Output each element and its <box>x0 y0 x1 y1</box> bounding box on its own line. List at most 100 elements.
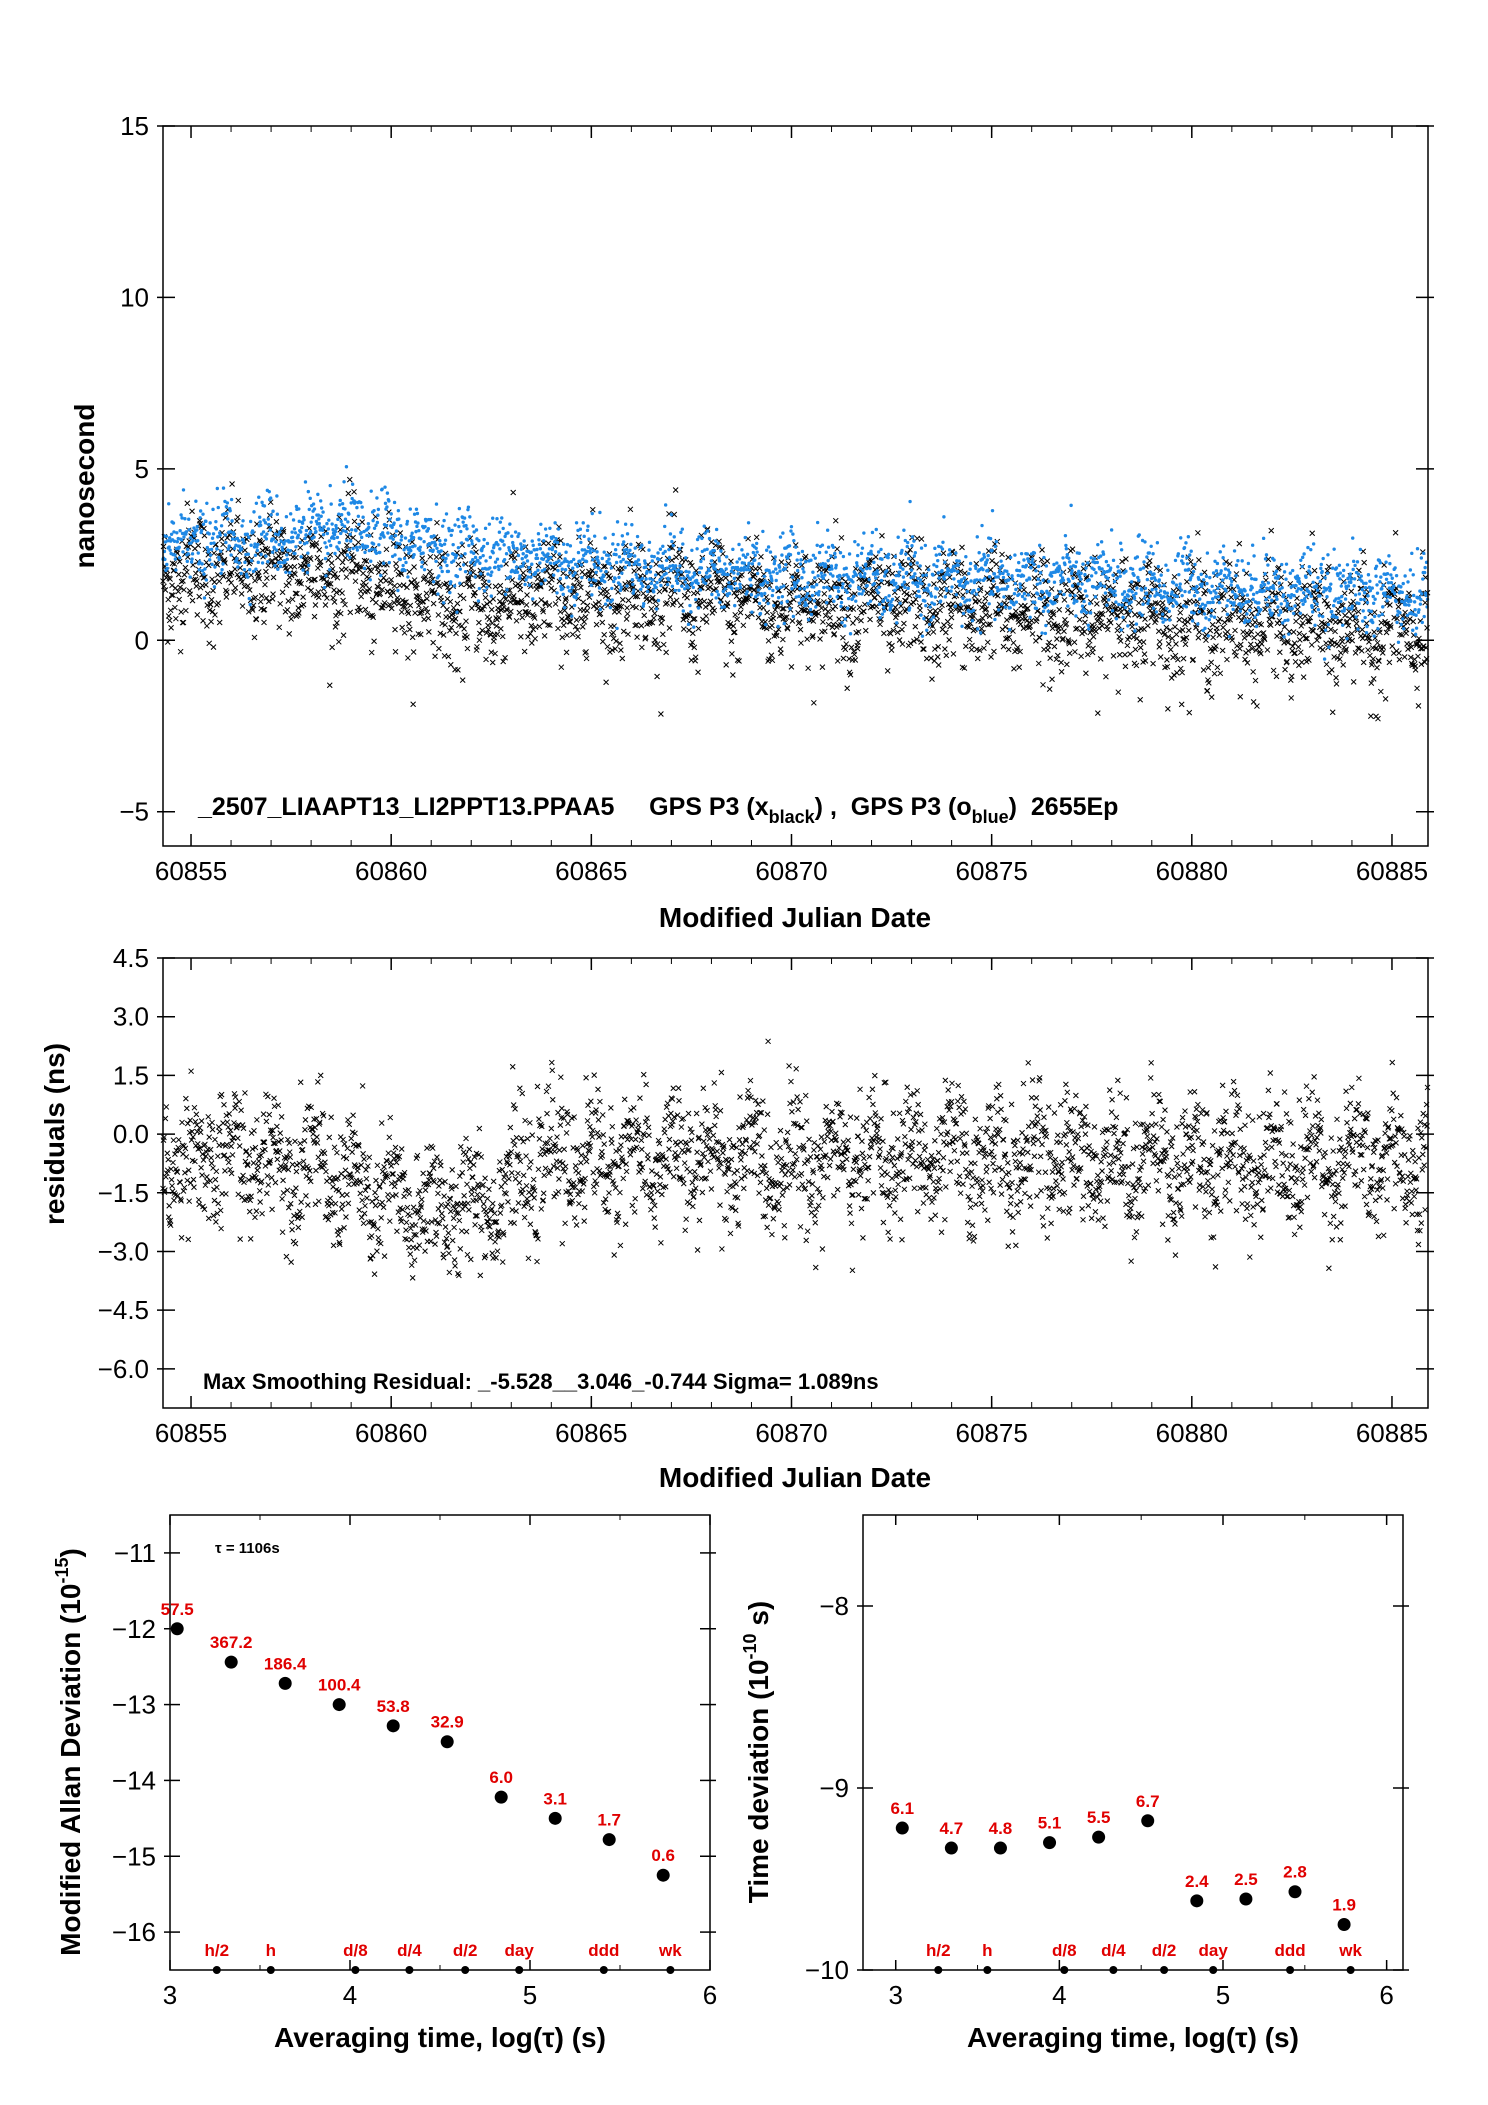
time-series-point-black <box>753 534 760 541</box>
time-series-point-black <box>613 638 619 645</box>
time-series-point-blue <box>1159 589 1163 593</box>
time-series-point-blue <box>350 482 355 486</box>
time-series-point-black <box>1047 655 1054 661</box>
time-series-point-blue <box>593 565 597 569</box>
time-series-point-black <box>1117 638 1124 644</box>
time-series-point-black <box>1374 664 1380 671</box>
time-series-point-blue <box>1185 555 1189 560</box>
time-series-point-black <box>1233 653 1239 659</box>
time-series-point-blue <box>657 557 661 562</box>
time-series-point-black <box>362 606 369 613</box>
time-series-point-blue <box>1132 596 1137 601</box>
time-series-point-blue <box>1193 562 1197 567</box>
time-series-point-blue <box>1161 595 1166 599</box>
time-series-point-black <box>355 539 362 546</box>
time-series-point-black <box>193 578 200 584</box>
time-series-point-blue <box>258 523 263 527</box>
time-series-point-black <box>625 631 631 638</box>
time-series-point-blue <box>1043 631 1048 636</box>
time-series-point-blue <box>943 595 948 599</box>
time-series-point-blue <box>812 585 816 589</box>
time-series-point-black <box>211 579 218 586</box>
time-series-point-black <box>264 575 270 582</box>
time-series-point-blue <box>1170 590 1174 594</box>
time-series-point-black <box>373 599 379 606</box>
time-series-point-blue <box>961 611 966 616</box>
time-series-point-blue <box>224 505 229 509</box>
time-series-point-blue <box>1250 543 1255 547</box>
time-series-point-black <box>680 616 687 623</box>
time-series-point-black <box>165 613 172 619</box>
time-series-point-black <box>832 517 839 524</box>
time-series-point-blue <box>502 543 506 547</box>
time-series-point-black <box>223 587 229 594</box>
time-series-point-blue <box>1164 606 1169 611</box>
time-series-point-blue <box>199 528 204 533</box>
time-series-point-black <box>583 655 590 662</box>
time-series-point-blue <box>738 585 743 590</box>
time-series-point-black <box>296 580 303 586</box>
time-series-point-blue <box>1152 572 1156 576</box>
time-series-point-black <box>723 662 730 668</box>
time-series-point-blue <box>699 559 703 564</box>
time-series-point-blue <box>910 535 915 539</box>
time-series-point-blue <box>622 551 627 556</box>
time-series-point-blue <box>468 571 473 575</box>
time-series-point-blue <box>990 508 995 513</box>
time-series-point-blue <box>836 589 841 594</box>
time-series-point-black <box>582 614 589 620</box>
time-series-point-blue <box>560 567 564 571</box>
time-series-point-blue <box>642 602 646 606</box>
time-series-point-black <box>676 551 682 558</box>
time-series-point-blue <box>549 555 553 560</box>
time-series-point-black <box>821 590 828 597</box>
time-series-point-blue <box>173 557 178 561</box>
time-series-point-blue <box>1122 590 1127 594</box>
time-series-point-blue <box>957 583 962 588</box>
time-series-point-blue <box>185 559 189 564</box>
time-series-point-blue <box>727 591 732 596</box>
time-series-point-black <box>402 603 408 610</box>
time-series-point-blue <box>482 537 486 542</box>
time-series-point-blue <box>519 542 523 546</box>
time-series-point-blue <box>1126 624 1130 628</box>
time-series-point-blue <box>574 521 579 525</box>
time-series-point-blue <box>489 594 493 598</box>
time-series-point-blue <box>1262 589 1266 593</box>
time-series-point-black <box>1129 623 1135 630</box>
time-series-point-blue <box>1130 590 1134 594</box>
time-series-point-blue <box>957 559 961 563</box>
time-series-point-black <box>258 593 265 599</box>
time-series-point-black <box>793 562 800 569</box>
time-series-point-black <box>624 610 631 617</box>
time-series-point-black <box>474 643 480 650</box>
time-series-point-blue <box>677 588 681 593</box>
time-series-point-black <box>976 598 983 604</box>
time-series-point-blue <box>1086 623 1090 627</box>
time-series-point-black <box>986 613 993 619</box>
time-series-point-black <box>763 625 770 632</box>
time-series-point-blue <box>806 618 811 622</box>
time-series-point-black <box>1013 608 1019 615</box>
time-series-point-black <box>371 638 377 645</box>
time-series-point-black <box>493 623 500 629</box>
time-series-point-black <box>364 611 371 617</box>
time-series-point-blue <box>649 581 654 586</box>
time-series-point-blue <box>1084 566 1088 570</box>
time-series-point-blue <box>826 558 830 563</box>
time-series-point-blue <box>291 518 296 522</box>
time-series-point-blue <box>337 512 341 516</box>
time-series-point-blue <box>1238 601 1242 606</box>
time-series-point-black <box>1415 703 1422 709</box>
time-series-point-black <box>472 600 479 607</box>
time-series-point-black <box>419 555 426 562</box>
time-series-point-black <box>1415 653 1421 660</box>
time-series-point-black <box>410 701 416 708</box>
time-series-point-blue <box>569 589 573 593</box>
time-series-point-black <box>356 563 363 570</box>
time-series-point-blue <box>616 542 620 547</box>
time-series-point-blue <box>1205 551 1210 555</box>
time-series-point-blue <box>276 567 280 571</box>
time-series-point-blue <box>1232 549 1237 553</box>
time-series-point-black <box>1056 606 1063 613</box>
